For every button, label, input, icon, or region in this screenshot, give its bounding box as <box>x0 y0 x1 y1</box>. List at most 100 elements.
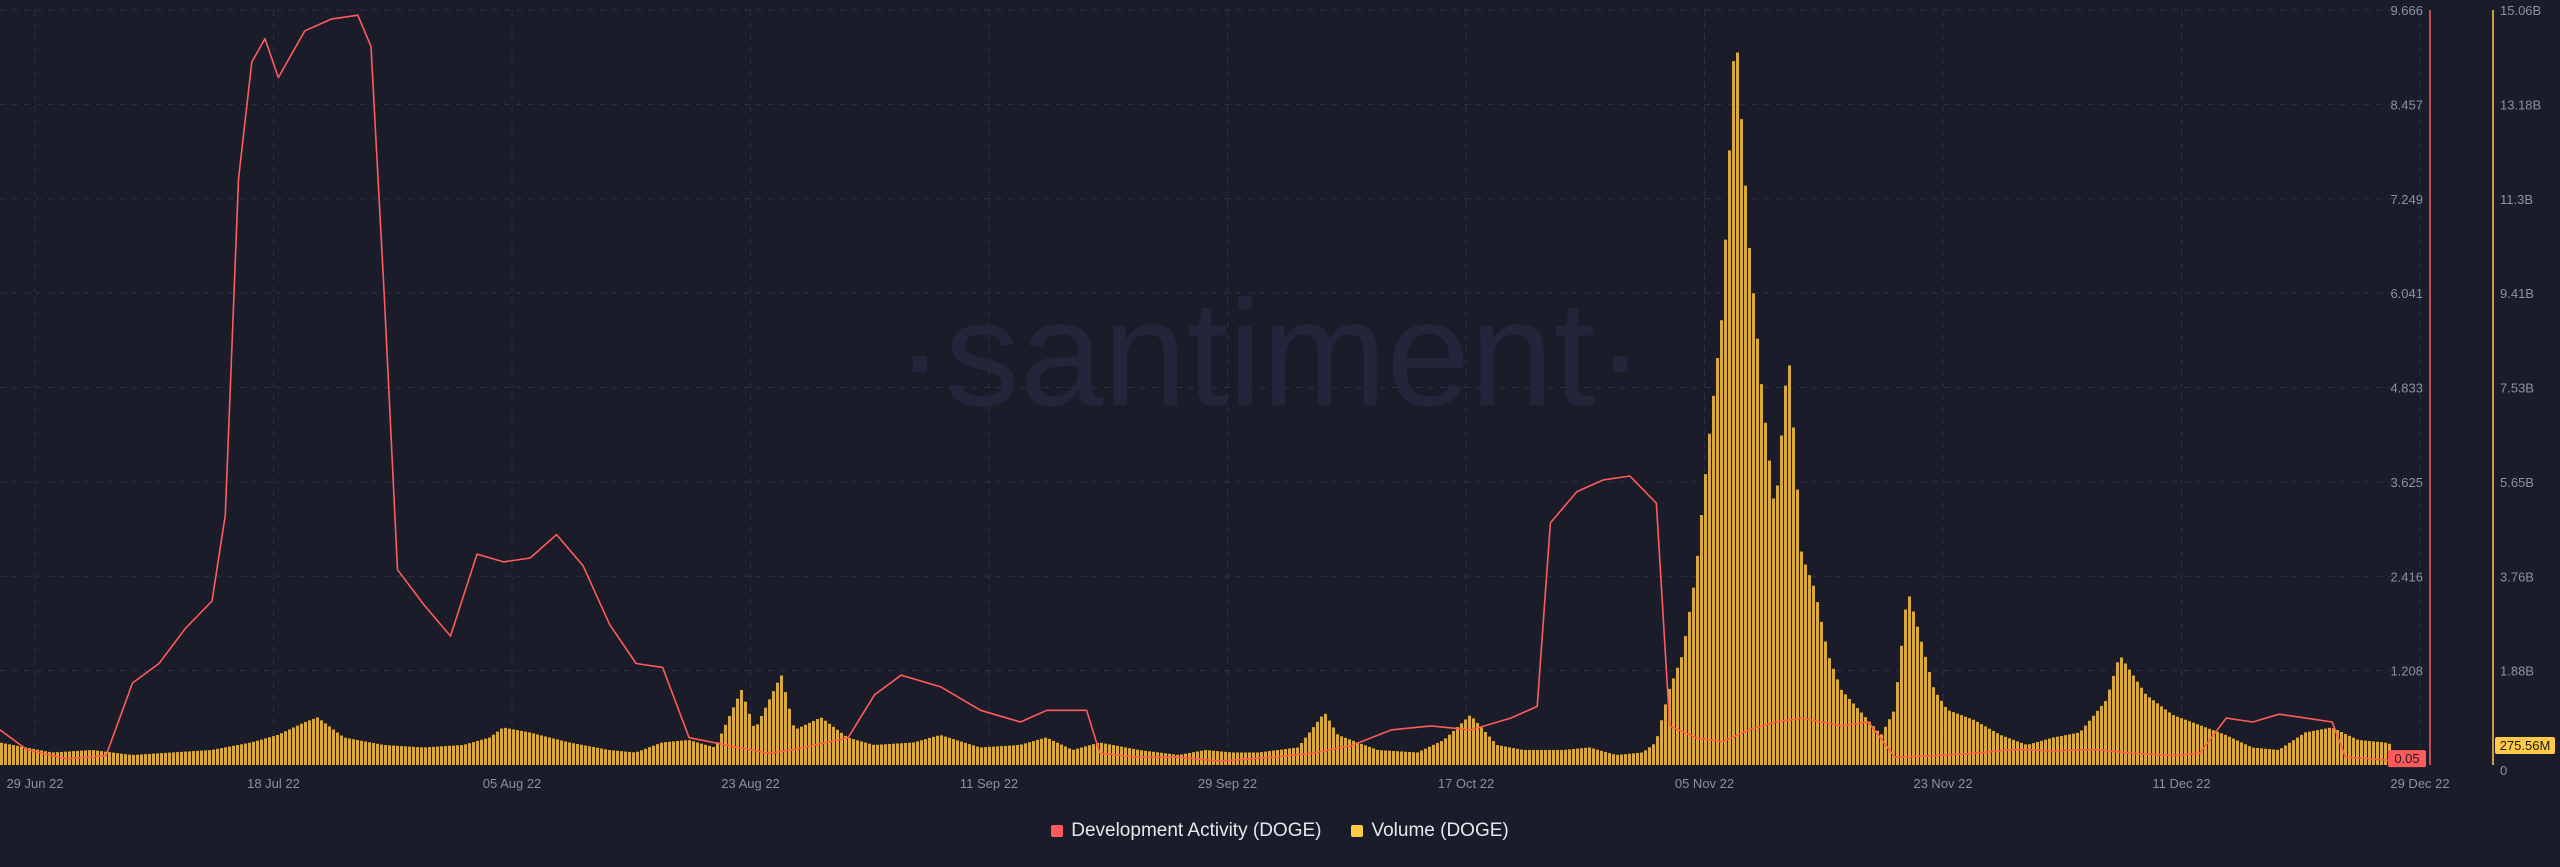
volume-bar <box>1928 672 1931 765</box>
volume-bar <box>2016 741 2019 765</box>
volume-bar <box>2032 743 2035 765</box>
volume-bar <box>468 743 471 765</box>
volume-bar <box>904 742 907 765</box>
volume-bar <box>692 741 695 765</box>
volume-bar <box>896 743 899 765</box>
volume-bar <box>2116 662 2119 765</box>
volume-bar <box>1620 754 1623 765</box>
volume-bar <box>1232 752 1235 765</box>
volume-bar <box>2276 749 2279 765</box>
volume-bar <box>2128 669 2131 765</box>
volume-bar <box>1864 717 1867 765</box>
volume-bar <box>1784 385 1787 765</box>
volume-bar <box>168 752 171 765</box>
dev-current-badge <box>2388 750 2426 768</box>
volume-bar <box>736 698 739 765</box>
volume-bar <box>2380 742 2383 765</box>
volume-bar <box>2152 700 2155 765</box>
volume-bar <box>1880 734 1883 765</box>
volume-bar <box>528 732 531 765</box>
volume-bar <box>828 723 831 765</box>
volume-bar <box>0 742 3 765</box>
volume-bar <box>564 741 567 765</box>
volume-bar <box>48 751 51 765</box>
volume-bar <box>984 747 987 765</box>
volume-bar <box>704 744 707 765</box>
legend-item-dev-activity[interactable]: Development Activity (DOGE) <box>1051 820 1321 842</box>
volume-bar <box>472 742 475 765</box>
volume-bar <box>372 743 375 765</box>
volume-bar <box>928 737 931 765</box>
volume-bar <box>572 743 575 765</box>
volume-bar <box>1328 720 1331 765</box>
volume-bar <box>4 743 7 765</box>
volume-bar <box>2220 733 2223 765</box>
legend-item-volume[interactable]: Volume (DOGE) <box>1351 820 1509 842</box>
volume-bar <box>892 743 895 765</box>
volume-bar <box>1528 749 1531 765</box>
volume-bar <box>1280 749 1283 765</box>
volume-bar <box>876 744 879 765</box>
volume-bar <box>1212 750 1215 765</box>
volume-bar <box>2188 721 2191 765</box>
volume-bar <box>2124 663 2127 765</box>
volume-bar <box>856 740 859 765</box>
volume-bar <box>632 752 635 765</box>
volume-bar <box>128 754 131 765</box>
volume-bar <box>44 751 47 765</box>
volume-bar <box>1464 719 1467 765</box>
x-tick-label: 23 Aug 22 <box>721 776 780 791</box>
x-tick-label: 11 Dec 22 <box>2152 776 2210 791</box>
volume-bar <box>1496 745 1499 765</box>
volume-bar <box>1840 689 1843 765</box>
volume-bar <box>560 740 563 765</box>
volume-bar <box>2236 740 2239 765</box>
volume-bar <box>1472 718 1475 765</box>
volume-bar <box>1304 737 1307 765</box>
volume-bar <box>1064 746 1067 765</box>
volume-bar <box>276 734 279 765</box>
volume-bar <box>1008 745 1011 765</box>
volume-bar <box>1624 754 1627 765</box>
volume-bar <box>988 746 991 765</box>
volume-bar <box>164 752 167 765</box>
volume-bar <box>1936 694 1939 765</box>
volume-bar <box>1796 489 1799 765</box>
volume-bar <box>2108 689 2111 765</box>
volume-bar <box>1184 753 1187 765</box>
volume-bar <box>52 752 55 765</box>
y-right-tick-label: 3.76B <box>2500 569 2534 584</box>
volume-bar <box>176 752 179 765</box>
volume-bar <box>2252 747 2255 765</box>
volume-bar <box>1792 427 1795 765</box>
volume-bar <box>608 750 611 765</box>
volume-bar <box>184 751 187 765</box>
volume-bar <box>920 740 923 765</box>
dev-activity-line-group <box>0 14 2425 762</box>
x-tick-label: 11 Sep 22 <box>960 776 1018 791</box>
volume-bar <box>684 740 687 765</box>
x-tick-label: 29 Dec 22 <box>2390 776 2449 791</box>
volume-bar <box>8 744 11 765</box>
volume-bar <box>548 737 551 765</box>
volume-bar <box>2216 731 2219 765</box>
volume-bar <box>2088 720 2091 765</box>
volume-bar <box>1208 750 1211 765</box>
volume-bar <box>260 739 263 765</box>
volume-bar <box>1664 704 1667 765</box>
volume-bar <box>1540 749 1543 765</box>
volume-bar <box>1456 727 1459 765</box>
volume-bar <box>1480 727 1483 765</box>
volume-bar <box>1628 753 1631 765</box>
volume-bar <box>1600 750 1603 765</box>
volume-bar <box>476 740 479 765</box>
volume-bar <box>1592 748 1595 765</box>
volume-bar <box>1636 752 1639 765</box>
x-tick-label: 17 Oct 22 <box>1438 776 1494 791</box>
volume-bar <box>2144 693 2147 765</box>
volume-bar <box>1228 752 1231 765</box>
volume-bar <box>1824 641 1827 765</box>
volume-bar <box>1180 754 1183 765</box>
volume-bar <box>40 750 43 765</box>
axes: 9.666 8.457 7.249 6.041 4.833 3.625 2.416 1.208… <box>6 3 2555 791</box>
